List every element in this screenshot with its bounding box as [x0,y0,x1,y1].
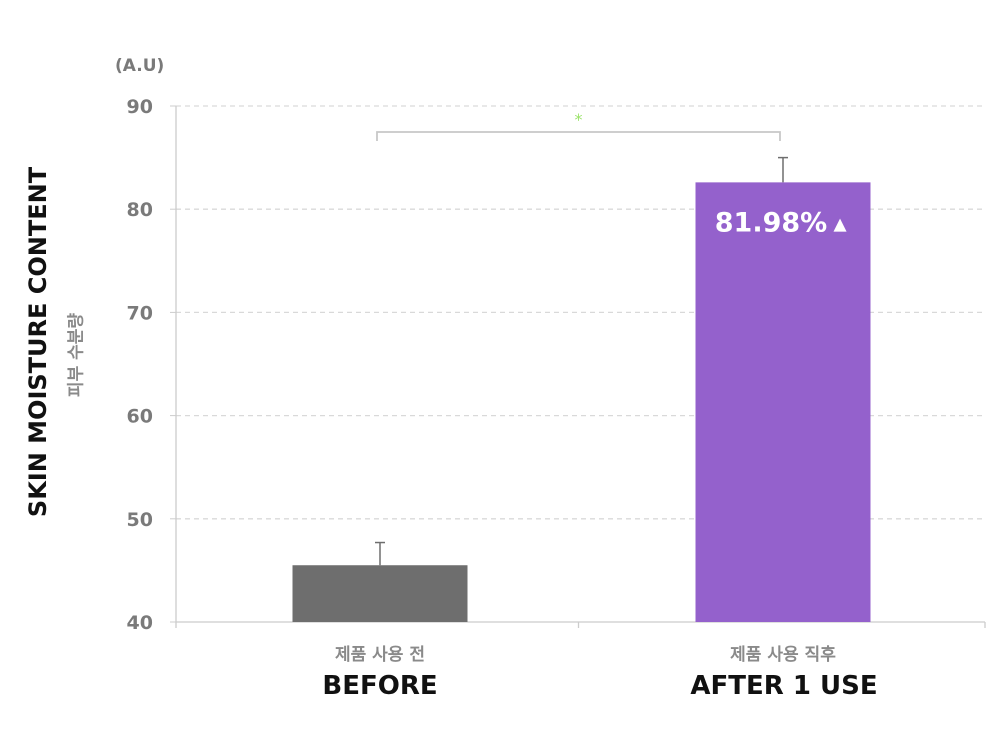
y-tick-label: 70 [127,302,153,324]
significance-marker: * [575,110,583,129]
significance-bracket [376,131,781,141]
category-label-after-en: AFTER 1 USE [690,671,878,701]
y-axis-title: SKIN MOISTURE CONTENT [24,166,52,518]
y-tick-label: 90 [127,96,153,118]
bar-annotation-arrow: ▲ [833,214,847,234]
category-label-before-ko: 제품 사용 전 [334,645,426,665]
bar-after [695,182,871,623]
bar-annotation-value: 81.98% [715,207,827,238]
y-tick-label: 50 [127,509,153,531]
category-label-before-en: BEFORE [322,671,438,701]
category-label-after-ko: 제품 사용 직후 [730,645,836,665]
y-tick-label: 60 [127,406,153,428]
y-axis-subtitle: 피부 수분량 [66,312,87,398]
y-tick-label: 80 [127,199,153,221]
y-tick-label: 40 [127,612,153,634]
bar-before [292,565,468,622]
y-axis-unit: (A.U) [115,56,165,76]
